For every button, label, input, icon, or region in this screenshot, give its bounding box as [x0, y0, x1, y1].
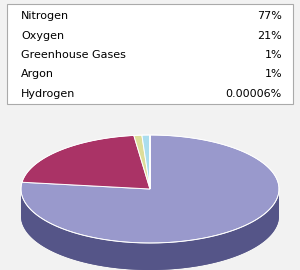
Polygon shape: [21, 189, 279, 270]
Text: Greenhouse Gases: Greenhouse Gases: [21, 50, 126, 60]
FancyBboxPatch shape: [8, 4, 292, 104]
Polygon shape: [21, 189, 279, 270]
Text: 21%: 21%: [257, 31, 282, 40]
Text: Nitrogen: Nitrogen: [21, 11, 69, 21]
Text: 0.00006%: 0.00006%: [226, 89, 282, 99]
Text: Hydrogen: Hydrogen: [21, 89, 75, 99]
Text: Argon: Argon: [21, 69, 54, 79]
Text: Oxygen: Oxygen: [21, 31, 64, 40]
Polygon shape: [142, 135, 150, 189]
Text: 1%: 1%: [264, 69, 282, 79]
Polygon shape: [21, 135, 279, 243]
Polygon shape: [22, 136, 150, 189]
Text: 77%: 77%: [257, 11, 282, 21]
Text: 1%: 1%: [264, 50, 282, 60]
Polygon shape: [134, 135, 150, 189]
